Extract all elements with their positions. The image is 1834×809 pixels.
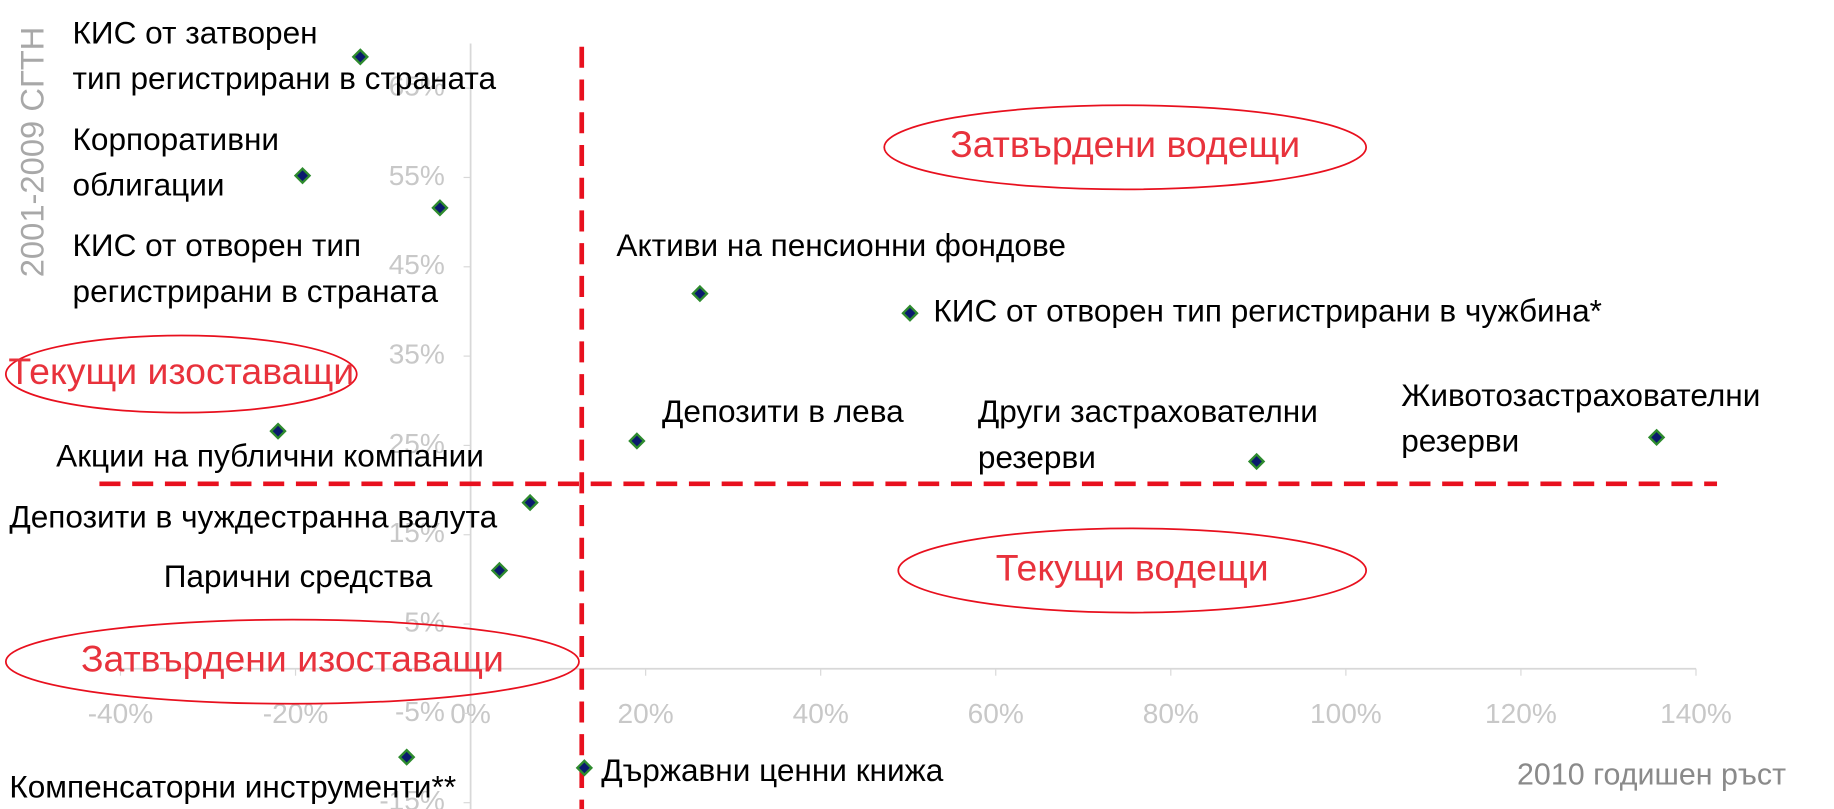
quadrant-label: Затвърдени изоставащи [81, 638, 504, 680]
point-label: КИС от отворен тип [73, 227, 362, 263]
y-tick-label: -15% [379, 785, 445, 809]
x-tick-label: 60% [968, 698, 1024, 729]
x-tick-label: 140% [1660, 698, 1732, 729]
point [521, 493, 539, 512]
point-label: КИС от затворен [73, 14, 318, 50]
point [628, 432, 646, 450]
point-label: КИС от отворен тип регистрирани в чужбин… [933, 293, 1602, 329]
point-label: Корпоративни [73, 121, 280, 157]
quadrant-ellipse [897, 527, 1368, 614]
point-label: Акции на публични компании [56, 438, 484, 474]
point [351, 48, 369, 66]
point [490, 561, 509, 580]
x-tick-label: 20% [618, 698, 674, 729]
y-tick-label: 55% [389, 160, 445, 191]
quadrant-ellipse [883, 104, 1368, 191]
y-axis-label: 2001-2009 СГТН [14, 27, 51, 278]
point [269, 422, 287, 440]
point [1247, 452, 1266, 471]
point-label: Животозастрахователни [1401, 377, 1760, 413]
point-label: Парични средства [164, 558, 433, 594]
point-label: резерви [978, 439, 1096, 475]
point [398, 748, 416, 766]
quadrant-label: Текущи изоставащи [8, 350, 354, 392]
y-tick-label: 65% [389, 71, 445, 102]
point-label: Компенсаторни инструменти** [9, 768, 456, 804]
point-label: Активи на пенсионни фондове [616, 227, 1066, 263]
point [691, 284, 709, 303]
point [1647, 428, 1666, 447]
point [901, 304, 919, 322]
x-tick-label: 100% [1310, 698, 1382, 729]
x-tick-label: 80% [1143, 698, 1199, 729]
point [431, 199, 449, 217]
point [575, 759, 594, 777]
quadrant-ellipse [4, 618, 580, 705]
quadrant-ellipse [4, 334, 358, 414]
point-label: регистрирани в страната [73, 273, 439, 309]
point-label: Депозити в чуждестранна валута [9, 498, 497, 534]
point-label: Държавни ценни книжа [601, 752, 944, 788]
point [293, 167, 312, 185]
point-label: облигации [73, 166, 225, 202]
quadrant-label: Текущи водещи [996, 546, 1269, 588]
x-tick-label: -20% [263, 698, 329, 729]
y-tick-label: 15% [389, 517, 445, 548]
point-label: тип регистрирани в страната [73, 60, 497, 96]
x-tick-label: 120% [1485, 698, 1557, 729]
point-label: Депозити в лева [662, 393, 904, 429]
x-tick-label: -40% [88, 698, 154, 729]
point-label: резерви [1401, 422, 1519, 458]
y-tick-label: 45% [389, 249, 445, 280]
y-tick-label: 5% [404, 606, 445, 637]
x-axis-label: 2010 годишен ръст [1517, 757, 1786, 791]
y-tick-label: 25% [389, 428, 445, 459]
x-tick-label: 40% [793, 698, 849, 729]
y-tick-label: 35% [389, 339, 445, 370]
point-label: Други застрахователни [978, 393, 1318, 429]
quadrant-label: Затвърдени водещи [950, 123, 1300, 165]
